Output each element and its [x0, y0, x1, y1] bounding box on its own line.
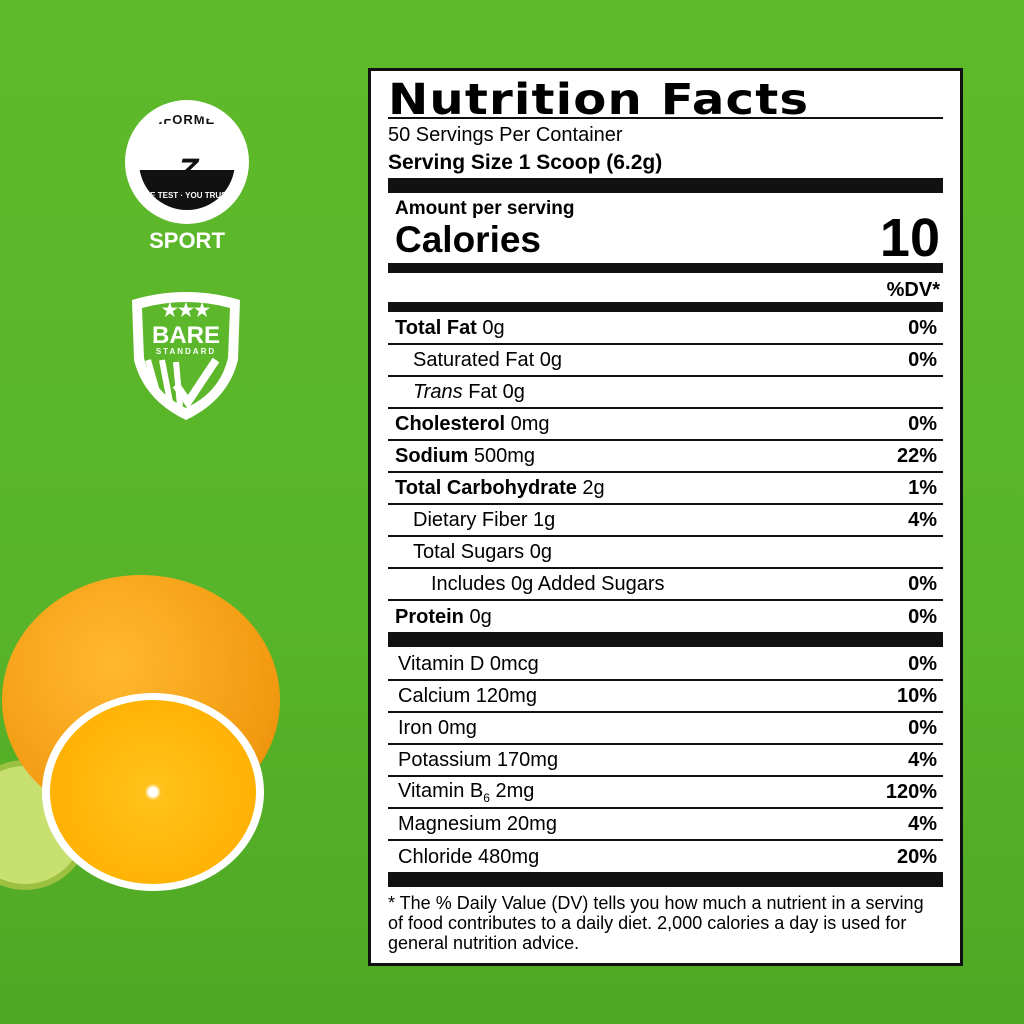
vitamin-name: Calcium 120mg [398, 684, 537, 707]
nutrient-name: Total Carbohydrate [395, 476, 577, 499]
vitamin-name: Vitamin D 0mcg [398, 652, 539, 675]
vitamin-dv: 10% [896, 684, 937, 707]
vitamin-name: Vitamin B [398, 779, 484, 802]
vitamin-dv: 4% [908, 748, 937, 771]
vitamin-subscript: 6 [483, 790, 490, 805]
nutrient-row: Cholesterol 0mg 0% [388, 409, 943, 441]
nutrient-dv: 0% [908, 572, 937, 595]
vitamin-dv: 20% [896, 845, 937, 868]
nutrient-amount: 500mg [468, 444, 536, 467]
calories-value: 10 [879, 208, 940, 268]
vitamin-row: Iron 0mg 0% [388, 713, 943, 745]
nutrient-name: Saturated Fat 0g [413, 348, 562, 371]
nutrient-row: Includes 0g Added Sugars 0% [388, 569, 943, 601]
vitamin-name: Potassium 170mg [398, 748, 559, 771]
nutrient-row: Dietary Fiber 1g 4% [388, 505, 943, 537]
shield-bare-text: BARE [151, 322, 220, 349]
footnote: * The % Daily Value (DV) tells you how m… [388, 893, 924, 953]
vitamin-name: Magnesium 20mg [398, 812, 557, 835]
nutrient-dv: 22% [896, 444, 937, 467]
nutrient-dv: 0% [908, 605, 937, 628]
nutrient-amount: 0g [463, 605, 492, 628]
nutrient-amount: 2g [576, 476, 605, 499]
amount-per-serving: Amount per serving [395, 198, 575, 219]
vitamin-name: Chloride 480mg [398, 845, 540, 868]
nutrient-row: Sodium 500mg 22% [388, 441, 943, 473]
vitamin-row: Vitamin D 0mcg 0% [388, 649, 943, 681]
serving-size: Serving Size 1 Scoop (6.2g) [388, 151, 663, 174]
servings-per-container: 50 Servings Per Container [388, 124, 623, 146]
vitamin-row: Chloride 480mg 20% [388, 841, 943, 873]
nutrient-name: Protein [395, 605, 464, 628]
nutrient-amount: 0g [476, 316, 505, 339]
vitamin-dv: 0% [908, 652, 937, 675]
bare-standard-shield-icon: ★★★ BARE STANDARD [128, 290, 244, 422]
nutrient-amount: 0mg [505, 412, 550, 435]
nutrient-name: Includes 0g Added Sugars [431, 572, 665, 595]
informed-text: INFORMED [148, 114, 226, 127]
informed-tagline: WE TEST · YOU TRUST [142, 191, 232, 200]
nutrient-dv: 1% [908, 476, 937, 499]
nutrient-name: Cholesterol [395, 412, 506, 435]
nutrient-dv: 0% [908, 348, 937, 371]
nutrient-name: Dietary Fiber 1g [413, 508, 556, 531]
vitamin-row: Potassium 170mg 4% [388, 745, 943, 777]
shield-standard-text: STANDARD [155, 347, 217, 356]
informed-sport-logo: INFORMED Z WE TEST · YOU TRUST [125, 100, 249, 224]
nutrient-dv: 4% [908, 508, 937, 531]
nutrient-row: Protein 0g 0% [388, 601, 943, 633]
sport-text: SPORT [149, 228, 225, 253]
nutrient-row: Trans Fat 0g [388, 377, 943, 409]
vitamin-dv: 120% [885, 780, 937, 803]
nutrient-row: Saturated Fat 0g 0% [388, 345, 943, 377]
vitamin-dv: 4% [908, 812, 937, 835]
nutrition-facts-label: Nutrition Facts 50 Servings Per Containe… [368, 68, 963, 966]
nutrient-dv: 0% [908, 316, 937, 339]
nutrient-name: Trans [413, 380, 463, 403]
nutrient-name: Sodium [395, 444, 469, 467]
label-title: Nutrition Facts [388, 75, 810, 125]
nutrient-row: Total Fat 0g 0% [388, 313, 943, 345]
nutrient-row: Total Sugars 0g [388, 537, 943, 569]
dv-header: %DV* [886, 279, 940, 301]
vitamin-amount: 2mg [489, 779, 535, 802]
vitamin-dv: 0% [908, 716, 937, 739]
vitamin-row: Vitamin B6 2mg 120% [388, 777, 943, 809]
calories-label: Calories [395, 219, 542, 260]
vitamin-row: Magnesium 20mg 4% [388, 809, 943, 841]
vitamin-name: Iron 0mg [398, 716, 477, 739]
nutrient-amount: Fat 0g [462, 380, 525, 403]
nutrient-name: Total Fat [395, 316, 477, 339]
nutrient-name: Total Sugars 0g [413, 540, 552, 563]
shield-stars: ★★★ [161, 300, 211, 320]
nutrient-dv: 0% [908, 412, 937, 435]
nutrient-row: Total Carbohydrate 2g 1% [388, 473, 943, 505]
vitamin-row: Calcium 120mg 10% [388, 681, 943, 713]
